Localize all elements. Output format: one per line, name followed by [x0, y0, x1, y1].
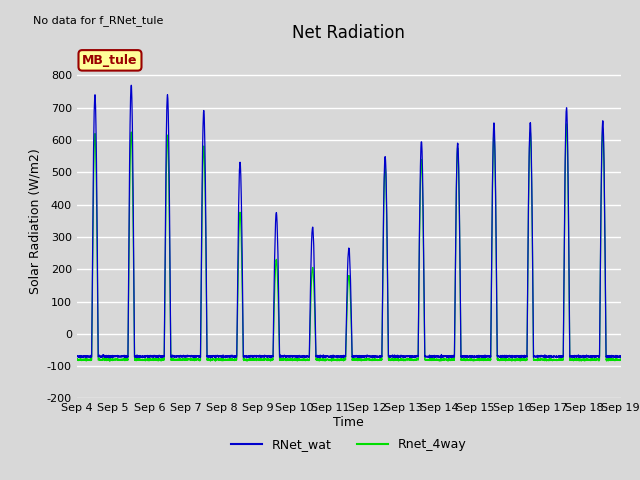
RNet_wat — [171, 354, 179, 360]
Rnet_4way — [502, 357, 509, 362]
Line: RNet_wat: RNet_wat — [77, 85, 621, 358]
Text: MB_tule: MB_tule — [82, 54, 138, 67]
Rnet_4way — [441, 357, 449, 363]
Rnet_4way — [171, 357, 179, 363]
RNet_wat — [127, 83, 135, 88]
Rnet_4way — [73, 357, 81, 362]
Text: No data for f_RNet_tule: No data for f_RNet_tule — [33, 15, 164, 26]
Rnet_4way — [329, 356, 337, 362]
RNet_wat — [441, 353, 449, 359]
RNet_wat — [329, 354, 337, 360]
Legend: RNet_wat, Rnet_4way: RNet_wat, Rnet_4way — [226, 433, 472, 456]
Rnet_4way — [471, 357, 479, 362]
Rnet_4way — [617, 357, 625, 363]
Title: Net Radiation: Net Radiation — [292, 24, 405, 42]
Rnet_4way — [563, 121, 570, 127]
RNet_wat — [106, 355, 114, 361]
Y-axis label: Solar Radiation (W/m2): Solar Radiation (W/m2) — [28, 148, 41, 294]
Rnet_4way — [106, 359, 114, 364]
X-axis label: Time: Time — [333, 416, 364, 429]
RNet_wat — [616, 353, 624, 359]
RNet_wat — [471, 354, 479, 360]
Rnet_4way — [616, 356, 624, 362]
RNet_wat — [617, 354, 625, 360]
RNet_wat — [502, 355, 509, 360]
Line: Rnet_4way: Rnet_4way — [77, 124, 621, 361]
RNet_wat — [73, 353, 81, 359]
